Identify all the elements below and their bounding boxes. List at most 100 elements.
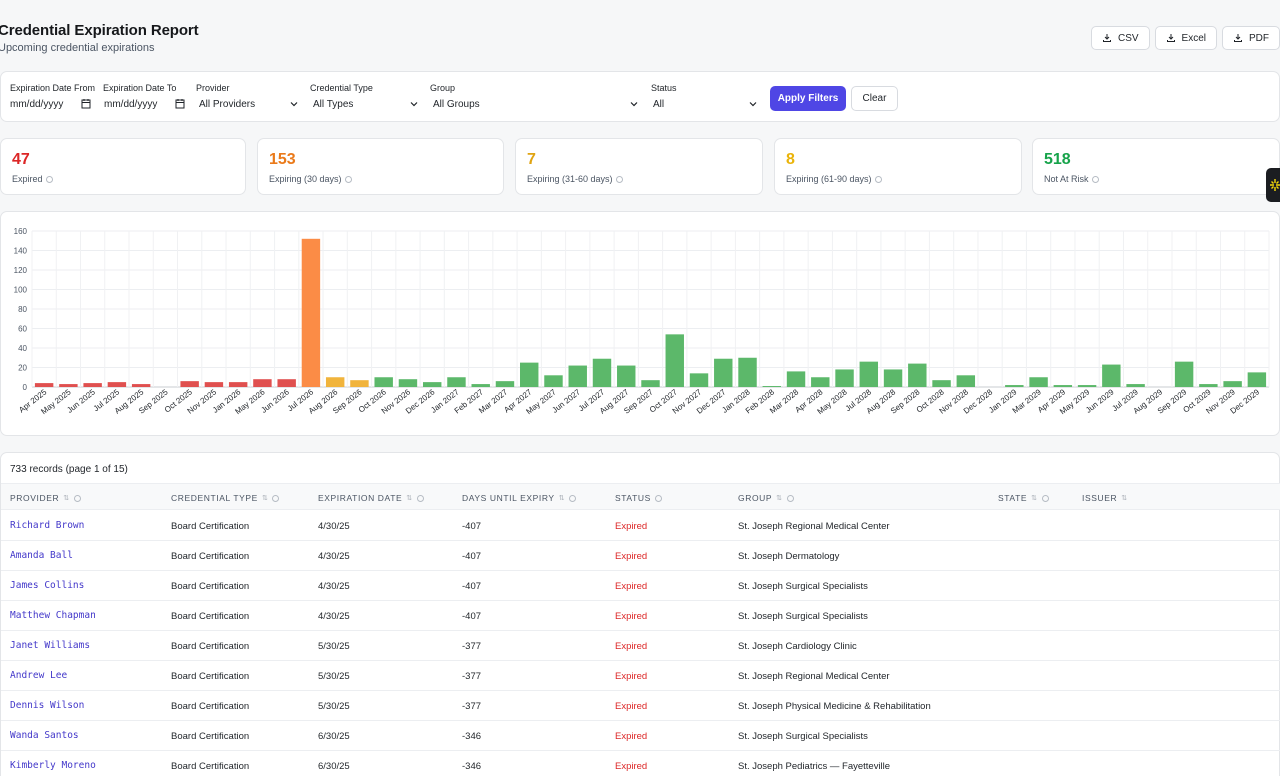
info-icon[interactable]: [654, 494, 662, 502]
export-pdf-button[interactable]: PDF: [1222, 26, 1280, 50]
chart-bar: [253, 379, 272, 387]
chart-bar: [180, 381, 199, 387]
side-panel-tab[interactable]: [1266, 168, 1280, 202]
info-icon[interactable]: [416, 494, 424, 502]
chevron-down-icon: [290, 102, 298, 107]
table-row[interactable]: Amanda Ball Board Certification 4/30/25 -40…: [1, 541, 1280, 571]
group-cell: St. Joseph Pediatrics — Fayetteville: [738, 761, 891, 772]
table-row[interactable]: Janet Williams Board Certification 5/30/25…: [1, 631, 1280, 661]
column-header-issuer[interactable]: ISSUER ⇅: [1082, 493, 1128, 503]
table-row[interactable]: Richard Brown Board Certification 4/30/25 -…: [1, 511, 1280, 541]
stat-card-expiring-30[interactable]: 153 Expiring (30 days): [257, 138, 504, 195]
provider-link[interactable]: James Collins: [10, 580, 85, 591]
table-row[interactable]: Andrew Lee Board Certification 5/30/25 -377…: [1, 661, 1280, 691]
table-row[interactable]: Wanda Santos Board Certification 6/30/25 -3…: [1, 721, 1280, 751]
chart-bar: [228, 382, 248, 387]
chart-bar: [1174, 361, 1194, 387]
column-header-group[interactable]: GROUP ⇅: [738, 493, 794, 503]
stat-card-not-at-risk[interactable]: 518 Not At Risk: [1032, 138, 1280, 195]
chart-bar: [714, 358, 733, 387]
provider-link[interactable]: Janet Williams: [10, 640, 91, 651]
column-header-credential-type[interactable]: CREDENTIAL TYPE ⇅: [171, 493, 280, 503]
stat-card-expiring-31-60[interactable]: 7 Expiring (31-60 days): [515, 138, 763, 195]
stat-card-expiring-61-90[interactable]: 8 Expiring (61-90 days): [774, 138, 1022, 195]
column-header-expiration-date[interactable]: EXPIRATION DATE ⇅: [318, 493, 424, 503]
stat-label: Expiring (30 days): [269, 174, 342, 184]
info-icon[interactable]: [344, 175, 352, 183]
column-header-status[interactable]: STATUS: [615, 493, 662, 503]
export-buttons: CSV Excel PDF: [1090, 26, 1280, 50]
column-header-days-until-expiry[interactable]: DAYS UNTIL EXPIRY ⇅: [462, 493, 577, 503]
column-label: ISSUER: [1082, 493, 1118, 503]
stat-label: Expiring (31-60 days): [527, 174, 613, 184]
clear-filters-button[interactable]: Clear: [851, 86, 898, 111]
info-icon[interactable]: [272, 494, 280, 502]
table-row[interactable]: James Collins Board Certification 4/30/25 -…: [1, 571, 1280, 601]
calendar-icon[interactable]: [81, 98, 91, 109]
calendar-icon[interactable]: [175, 98, 185, 109]
stat-card-expired[interactable]: 47 Expired: [0, 138, 246, 195]
records-count: 733 records (page 1 of 15): [10, 464, 128, 475]
group-select[interactable]: All Groups: [433, 99, 480, 110]
info-icon[interactable]: [786, 494, 794, 502]
chart-bar: [374, 377, 393, 387]
chart-bar: [520, 362, 539, 387]
info-icon[interactable]: [569, 494, 577, 502]
column-header-provider[interactable]: PROVIDER ⇅: [10, 493, 81, 503]
expiration-date-cell: 4/30/25: [318, 581, 350, 592]
provider-link[interactable]: Kimberly Moreno: [10, 760, 96, 771]
chart-bar: [956, 375, 976, 387]
provider-link[interactable]: Richard Brown: [10, 520, 85, 531]
column-label: STATE: [998, 493, 1028, 503]
provider-link[interactable]: Amanda Ball: [10, 550, 73, 561]
chart-bar: [83, 383, 102, 387]
days-until-expiry-cell: -346: [462, 761, 482, 772]
info-icon[interactable]: [45, 175, 53, 183]
group-cell: St. Joseph Surgical Specialists: [738, 581, 868, 592]
sparkle-icon: [1270, 179, 1280, 191]
chart-bar: [204, 382, 224, 387]
sort-icon: ⇅: [261, 495, 269, 502]
status-cell: Expired: [615, 671, 648, 682]
info-icon[interactable]: [615, 175, 623, 183]
provider-link[interactable]: Matthew Chapman: [10, 610, 96, 621]
group-cell: St. Joseph Surgical Specialists: [738, 611, 868, 622]
column-header-state[interactable]: STATE ⇅: [998, 493, 1049, 503]
status-cell: Expired: [615, 551, 648, 562]
chart-bar: [471, 384, 490, 387]
stat-label-wrap: Expiring (61-90 days): [786, 174, 882, 184]
provider-link[interactable]: Dennis Wilson: [10, 700, 85, 711]
export-csv-button[interactable]: CSV: [1090, 26, 1150, 50]
credential-type-cell: Board Certification: [171, 581, 250, 592]
chart-bar: [835, 369, 854, 387]
stat-label: Expired: [12, 174, 43, 184]
apply-filters-button[interactable]: Apply Filters: [770, 86, 846, 111]
stat-value: 518: [1044, 151, 1071, 168]
provider-link[interactable]: Wanda Santos: [10, 730, 79, 741]
export-excel-button[interactable]: Excel: [1154, 26, 1217, 50]
info-icon[interactable]: [874, 175, 882, 183]
table-row[interactable]: Dennis Wilson Board Certification 5/30/25 -…: [1, 691, 1280, 721]
chart-bar: [1077, 385, 1097, 387]
chart-bar: [786, 371, 806, 387]
provider-link[interactable]: Andrew Lee: [10, 670, 68, 681]
chart-bar: [1053, 385, 1073, 387]
download-icon: [1166, 34, 1175, 42]
y-tick-label: 0: [23, 383, 28, 392]
status-select[interactable]: All: [653, 99, 665, 110]
credential-type-select[interactable]: All Types: [313, 99, 354, 110]
table-row[interactable]: Kimberly Moreno Board Certification 6/30/2…: [1, 751, 1280, 776]
days-until-expiry-cell: -377: [462, 701, 482, 712]
table-row[interactable]: Matthew Chapman Board Certification 4/30/2…: [1, 601, 1280, 631]
info-icon[interactable]: [1091, 175, 1099, 183]
provider-select[interactable]: All Providers: [199, 99, 256, 110]
info-icon[interactable]: [73, 494, 81, 502]
sort-icon: ⇅: [558, 495, 566, 502]
date-to-input[interactable]: mm/dd/yyyy: [104, 99, 158, 110]
expiration-date-cell: 5/30/25: [318, 641, 350, 652]
date-to-label: Expiration Date To: [103, 83, 177, 93]
info-icon[interactable]: [1041, 494, 1049, 502]
days-until-expiry-cell: -346: [462, 731, 482, 742]
chart-bar: [1199, 384, 1218, 387]
date-from-input[interactable]: mm/dd/yyyy: [10, 99, 64, 110]
